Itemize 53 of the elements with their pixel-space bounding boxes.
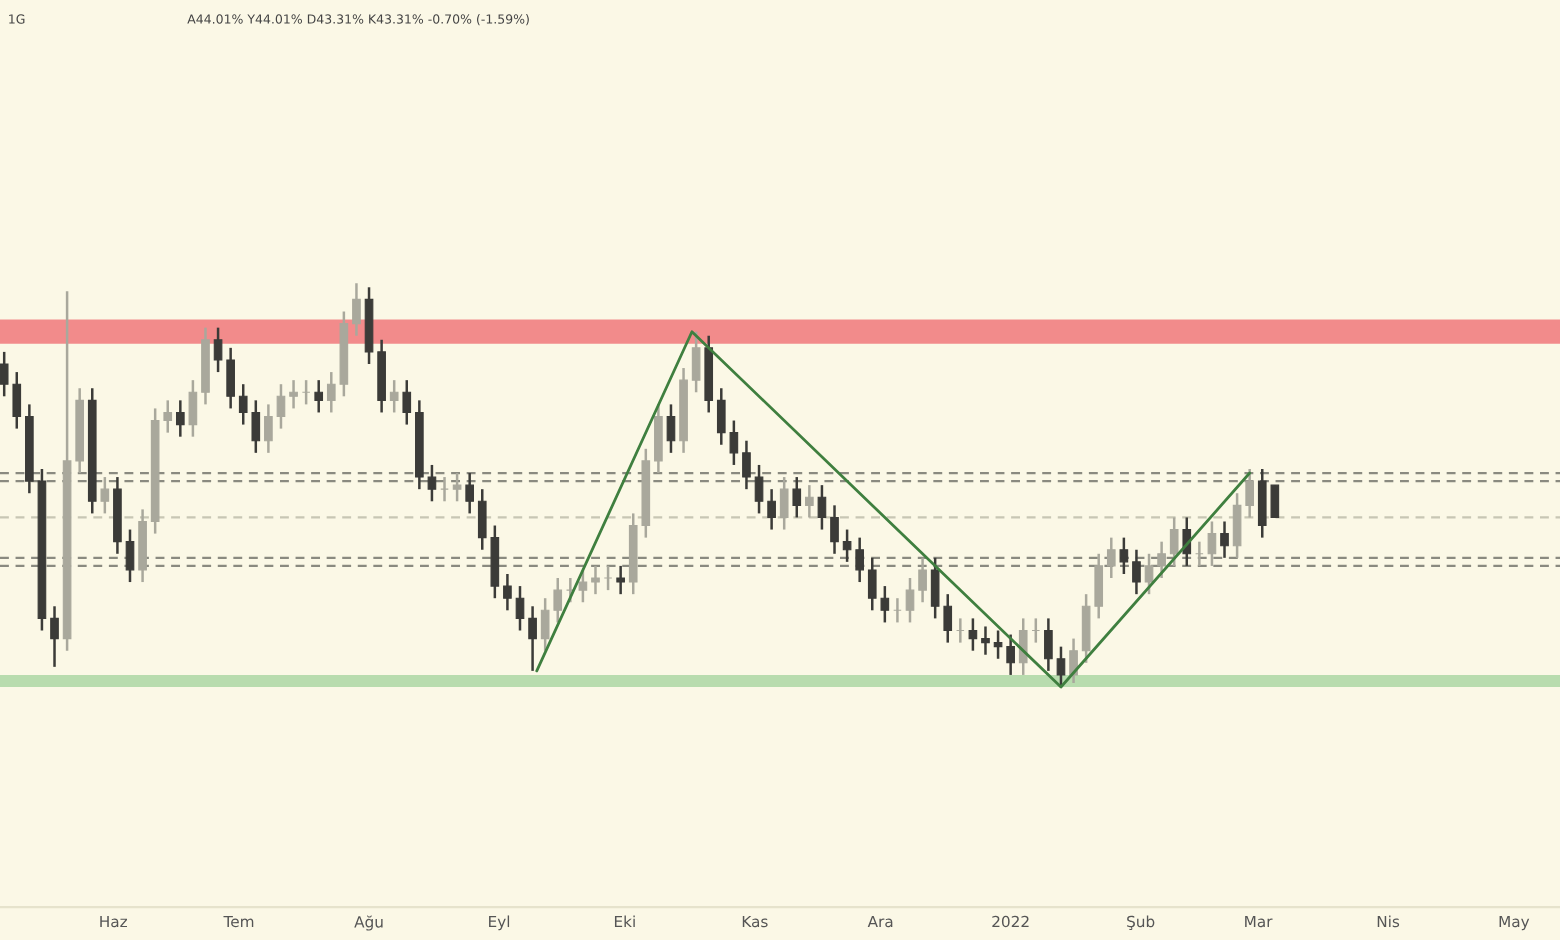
- candlestick: [767, 487, 776, 531]
- candlestick: [402, 378, 412, 426]
- candlestick: [1220, 520, 1229, 560]
- candlestick: [1106, 536, 1116, 580]
- candlestick: [465, 471, 475, 515]
- candlestick: [905, 576, 915, 624]
- candlestick: [276, 382, 286, 430]
- candlestick: [427, 463, 437, 503]
- candlestick: [314, 378, 324, 414]
- candlestick: [1119, 536, 1129, 576]
- candlestick: [1006, 633, 1015, 677]
- candlestick: [503, 572, 512, 612]
- candlestick: [754, 463, 764, 515]
- candlestick: [993, 629, 1003, 661]
- candlestick: [50, 605, 59, 669]
- candlestick: [792, 475, 802, 519]
- candlestick: [654, 403, 663, 475]
- candlestick: [264, 403, 273, 455]
- candlestick: [817, 483, 827, 531]
- candlestick: [616, 564, 625, 596]
- candlestick: [100, 475, 110, 515]
- candlestick: [591, 564, 600, 596]
- candlestick: [830, 504, 839, 556]
- candlestick: [1069, 637, 1078, 685]
- candlestick: [1169, 516, 1179, 568]
- candlestick: [226, 346, 235, 410]
- candlestick: [742, 439, 751, 491]
- candlestick: [981, 625, 990, 656]
- candlestick: [352, 282, 361, 337]
- candlestick: [918, 556, 927, 604]
- candlestick: [1018, 617, 1028, 677]
- candlestick: [779, 475, 789, 531]
- candlestick: [1157, 540, 1166, 580]
- candlestick: [188, 378, 198, 438]
- candlestick: [213, 326, 223, 374]
- candlestick: [389, 378, 399, 414]
- candlestick: [578, 568, 588, 604]
- candlestick: [805, 483, 814, 519]
- candlestick: [1144, 552, 1154, 596]
- candlestick: [691, 330, 701, 394]
- candlestick: [1056, 645, 1066, 689]
- candlestick: [289, 378, 298, 410]
- candlestick: [452, 471, 462, 503]
- candlestick: [125, 528, 135, 584]
- candlestick: [1044, 617, 1053, 673]
- candlestick: [1132, 548, 1141, 596]
- candlestick: [175, 399, 185, 438]
- candlestick: [603, 564, 613, 592]
- candlestick: [515, 584, 525, 632]
- candlestick: [968, 617, 978, 652]
- candlestick: [666, 403, 676, 455]
- candlestick: [528, 605, 537, 673]
- candlestick: [1207, 520, 1217, 568]
